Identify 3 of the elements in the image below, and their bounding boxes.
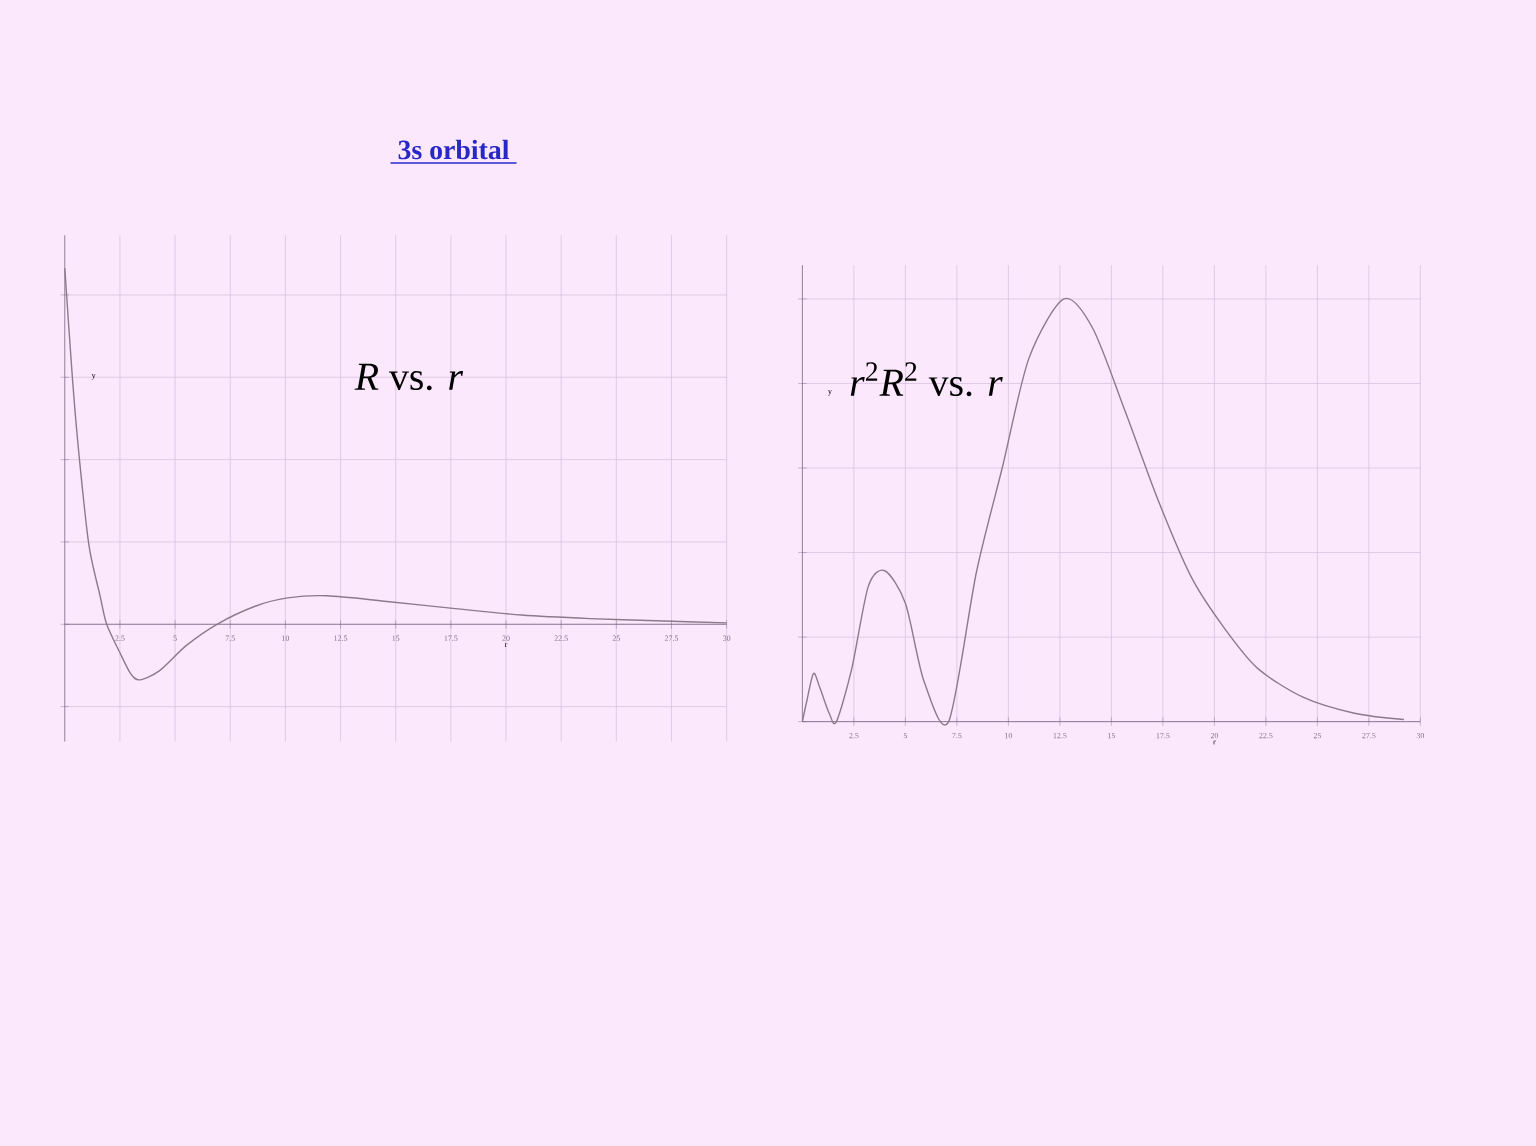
annotation: R vs. r (354, 363, 464, 391)
chart-title: 3s orbital (398, 139, 510, 160)
annotation: r$^{2}$R$^{2}$ vs. r (850, 362, 1003, 397)
